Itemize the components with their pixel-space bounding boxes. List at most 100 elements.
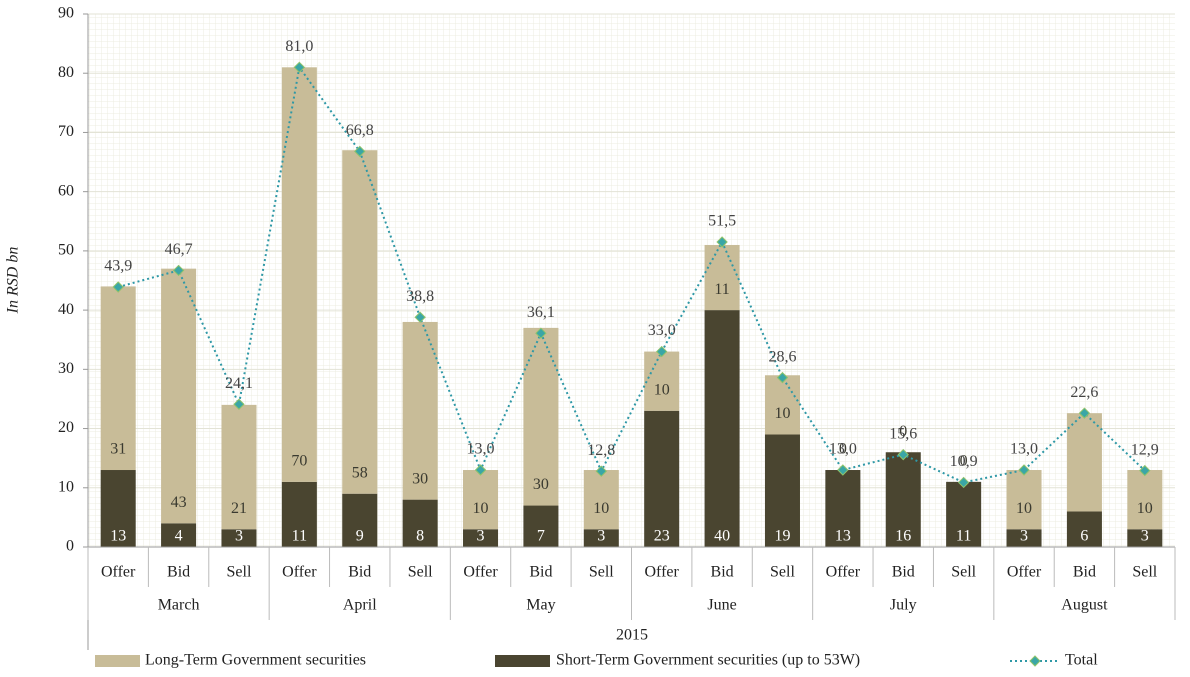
total-marker: [1018, 464, 1030, 476]
x-tick-label: Offer: [282, 564, 317, 581]
total-marker: [414, 311, 426, 323]
group-label: June: [707, 597, 736, 614]
short-term-value-label: 40: [714, 528, 730, 545]
bar-long-term: [583, 470, 619, 530]
bar-short-term: [342, 493, 378, 547]
short-term-value-label: 13: [110, 528, 126, 545]
y-tick-label: 60: [58, 182, 74, 199]
long-term-value-label: 10: [593, 500, 609, 517]
short-term-value-label: 23: [654, 528, 670, 545]
short-term-value-label: 3: [477, 528, 485, 545]
bar-short-term: [644, 410, 680, 547]
long-term-value-label: 30: [412, 470, 428, 487]
x-tick-label: Sell: [951, 564, 976, 581]
y-tick-label: 90: [58, 5, 74, 22]
total-value-label: 24,1: [225, 375, 253, 392]
x-tick-label: Sell: [1132, 564, 1157, 581]
legend-label: Total: [1065, 652, 1098, 669]
x-tick-label: Sell: [227, 564, 252, 581]
bar-long-term: [1127, 470, 1163, 530]
bar-long-term: [281, 67, 317, 482]
total-value-label: 28,6: [768, 348, 796, 365]
long-term-value-label: 31: [110, 441, 126, 458]
total-marker: [354, 145, 366, 158]
total-value-label: 15,6: [889, 425, 917, 442]
total-marker: [233, 398, 245, 410]
bar-short-term: [161, 523, 197, 547]
short-term-value-label: 9: [356, 528, 364, 545]
total-value-label: 43,9: [104, 258, 132, 275]
total-marker: [776, 371, 789, 384]
total-marker: [172, 264, 185, 277]
plot-background: [88, 14, 1175, 547]
long-term-value-label: 10: [473, 500, 489, 517]
bar-long-term: [764, 375, 800, 435]
total-value-label: 36,1: [527, 304, 555, 321]
short-term-value-label: 16: [895, 528, 911, 545]
total-value-label: 38,8: [406, 288, 434, 305]
x-tick-label: Sell: [589, 564, 614, 581]
long-term-value-label: 0: [899, 423, 907, 440]
total-marker: [1078, 407, 1091, 419]
short-term-value-label: 3: [235, 528, 243, 545]
x-tick-label: Sell: [770, 564, 795, 581]
bar-short-term: [1127, 529, 1163, 547]
bar-long-term: [704, 244, 740, 311]
legend-marker: [1029, 655, 1041, 667]
total-marker: [112, 281, 124, 293]
total-marker: [293, 61, 306, 74]
total-value-label: 51,5: [708, 213, 736, 230]
x-tick-label: Bid: [892, 564, 915, 581]
short-term-value-label: 11: [292, 528, 307, 545]
y-tick-label: 80: [58, 64, 74, 81]
y-tick-label: 10: [58, 478, 74, 495]
bar-short-term: [583, 529, 619, 547]
long-term-value-label: 10: [774, 405, 790, 422]
total-marker: [716, 236, 728, 248]
x-tick-label: Bid: [711, 564, 734, 581]
bar-short-term: [1006, 529, 1042, 547]
legend-label: Short-Term Government securities (up to …: [556, 652, 860, 669]
y-tick-label: 70: [58, 123, 74, 140]
y-tick-label: 0: [66, 538, 74, 555]
total-value-label: 10,9: [950, 453, 978, 470]
bar-long-term: [402, 321, 438, 500]
long-term-value-label: 70: [291, 453, 307, 470]
short-term-value-label: 3: [1141, 528, 1149, 545]
bar-short-term: [1066, 511, 1102, 547]
x-tick-label: Bid: [348, 564, 371, 581]
x-tick-label: Offer: [645, 564, 680, 581]
bar-long-term: [1066, 413, 1102, 512]
total-marker: [897, 448, 909, 461]
bar-short-term: [402, 499, 438, 547]
short-term-value-label: 11: [956, 528, 971, 545]
short-term-value-label: 7: [537, 528, 545, 545]
bar-short-term: [825, 470, 861, 547]
total-marker: [474, 464, 487, 476]
short-term-value-label: 8: [416, 528, 424, 545]
total-value-label: 12,9: [1131, 441, 1159, 458]
bar-short-term: [946, 481, 982, 547]
bar-short-term: [704, 310, 740, 547]
x-tick-label: Bid: [529, 564, 552, 581]
long-term-value-label: 30: [533, 476, 549, 493]
bar-long-term: [161, 268, 197, 524]
bar-long-term: [221, 404, 257, 530]
bar-long-term: [342, 150, 378, 494]
group-label: May: [526, 597, 555, 614]
group-label: April: [343, 597, 377, 614]
legend-swatch: [495, 655, 550, 667]
bar-long-term: [100, 286, 136, 471]
total-value-label: 13,0: [1010, 441, 1038, 458]
x-tick-label: Offer: [101, 564, 136, 581]
bar-long-term: [463, 470, 499, 530]
group-label: March: [158, 597, 200, 614]
bar-short-term: [100, 470, 136, 547]
total-marker: [535, 327, 547, 339]
bar-short-term: [885, 452, 921, 547]
x-tick-label: Offer: [1007, 564, 1042, 581]
y-tick-label: 50: [58, 242, 74, 259]
total-value-label: 12,8: [587, 442, 615, 459]
short-term-value-label: 19: [774, 528, 790, 545]
